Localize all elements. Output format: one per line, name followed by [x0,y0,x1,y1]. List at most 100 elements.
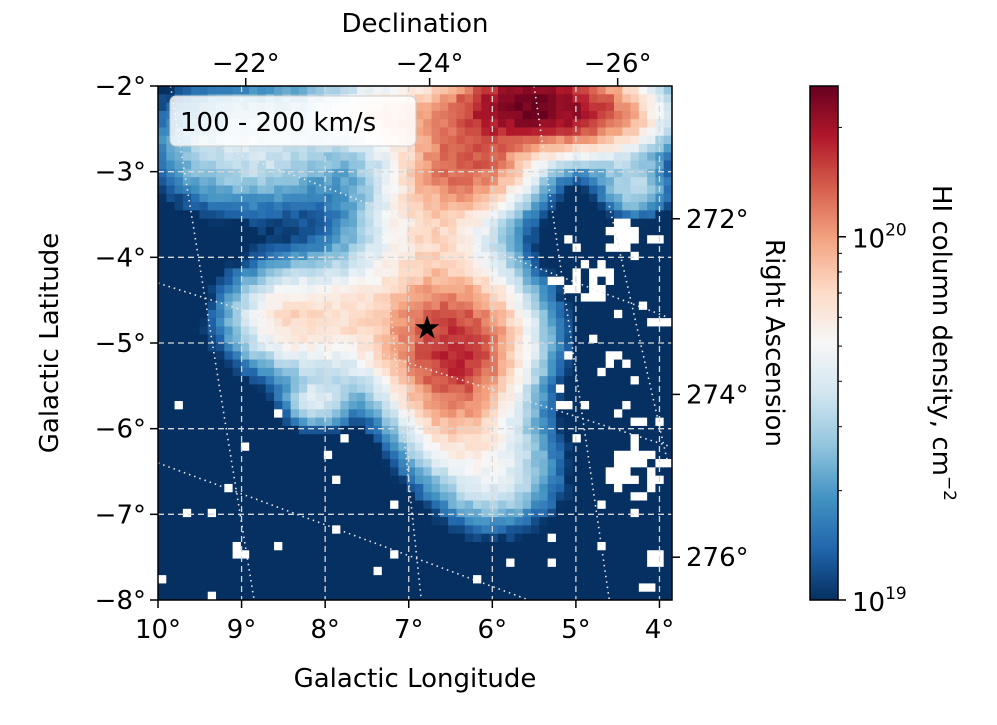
heatmap-cell [232,86,242,95]
heatmap-cell [365,86,375,95]
heatmap-cell [547,442,557,452]
heatmap-cell [381,483,391,493]
heatmap-cell [431,376,441,386]
heatmap-cell [265,160,275,170]
heatmap-cell [464,359,474,369]
heatmap-cell [265,367,275,377]
heatmap-cell [290,218,300,228]
heatmap-cell [323,226,333,236]
heatmap-cell [257,351,267,361]
heatmap-cell [356,566,366,576]
heatmap-cell [464,243,474,253]
heatmap-cell [332,268,341,278]
heatmap-cell [622,533,632,543]
heatmap-cell [531,384,540,394]
heatmap-cell [506,475,516,485]
heatmap-cell [191,467,201,477]
heatmap-cell [647,284,657,294]
heatmap-cell [232,517,242,526]
heatmap-cell [166,525,176,535]
heatmap-cell [406,508,416,518]
heatmap-cell [315,434,325,444]
heatmap-cell [415,318,424,328]
heatmap-cell [323,384,333,394]
heatmap-cell [481,309,491,319]
heatmap-cell [298,293,308,303]
heatmap-cell [373,450,383,460]
heatmap-cell [390,384,400,394]
heatmap-cell [265,467,275,477]
heatmap-cell [315,284,325,294]
heatmap-cell [497,376,507,386]
heatmap-cell [555,235,565,245]
heatmap-cell [555,293,565,303]
heatmap-cell [439,459,449,468]
heatmap-cell [224,193,234,203]
heatmap-cell [257,309,267,319]
heatmap-cell [390,450,400,460]
heatmap-cell [522,177,532,187]
heatmap-cell [663,284,672,294]
heatmap-cell [531,276,540,286]
heatmap-cell [158,293,167,303]
heatmap-cell [332,293,341,303]
heatmap-cell [597,110,607,120]
heatmap-cell [282,210,292,220]
heatmap-cell [166,210,176,220]
heatmap-cell [572,351,582,361]
heatmap-cell [580,575,590,585]
heatmap-cell [249,144,259,153]
heatmap-cell [265,152,275,162]
heatmap-cell [158,185,167,195]
heatmap-cell [232,401,242,410]
heatmap-cell [431,193,441,203]
heatmap-cell [174,160,184,170]
heatmap-cell [630,210,640,220]
heatmap-cell [323,235,333,245]
heatmap-cell [381,467,391,477]
heatmap-cell [497,343,507,352]
heatmap-cell [439,301,449,311]
heatmap-cell [423,343,433,352]
heatmap-cell [597,202,607,211]
heatmap-cell [464,102,474,112]
heatmap-cell [439,102,449,112]
heatmap-cell [398,475,408,485]
heatmap-cell [191,450,201,460]
heatmap-cell [199,185,209,195]
heatmap-cell [232,566,242,576]
heatmap-cell [315,483,325,493]
heatmap-cell [506,558,516,568]
heatmap-cell [647,367,657,377]
heatmap-cell [332,260,341,269]
heatmap-cell [290,359,300,369]
heatmap-cell [522,343,532,352]
heatmap-cell [439,367,449,377]
heatmap-cell [622,583,632,593]
heatmap-cell [597,392,607,402]
colorbar-label: HI column density, cm−2 [926,185,959,501]
heatmap-cell [589,409,598,419]
heatmap-cell [199,558,209,568]
heatmap-cell [406,550,416,560]
heatmap-cell [158,392,167,402]
heatmap-cell [506,160,516,170]
heatmap-cell [199,508,209,518]
heatmap-cell [464,575,474,585]
heatmap-cell [663,392,672,402]
heatmap-cell [431,284,441,294]
heatmap-cell [522,102,532,112]
heatmap-cell [481,591,491,600]
heatmap-cell [580,218,590,228]
heatmap-cell [216,591,225,600]
heatmap-cell [274,226,283,236]
heatmap-cell [439,334,449,344]
heatmap-cell [348,434,358,444]
heatmap-cell [622,185,632,195]
heatmap-cell [191,351,201,361]
heatmap-cell [522,110,532,120]
heatmap-cell [531,367,540,377]
heatmap-cell [522,359,532,369]
heatmap-cell [282,384,292,394]
heatmap-cell [381,492,391,502]
